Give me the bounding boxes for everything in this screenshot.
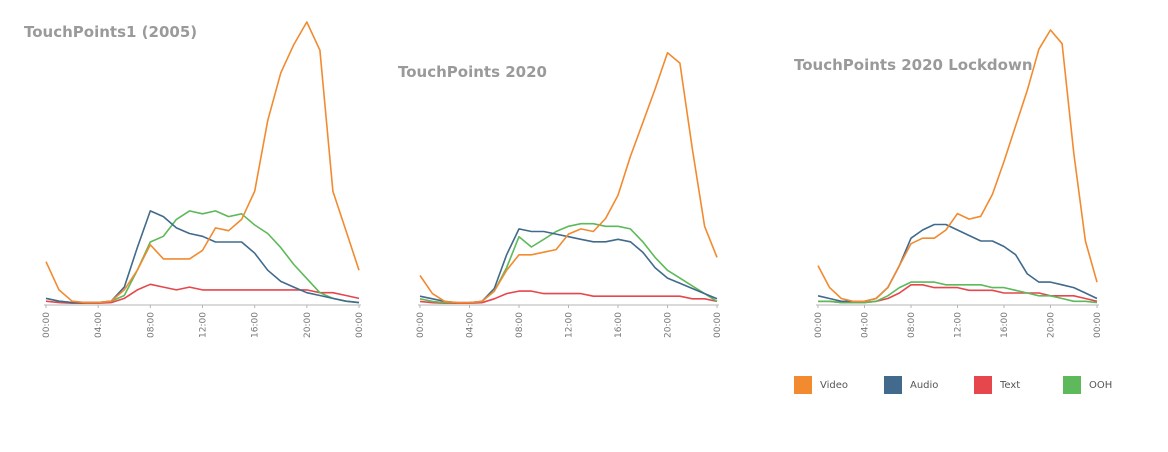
chart-title: TouchPoints1 (2005) <box>24 23 197 41</box>
x-tick-label: 00:00 <box>713 312 723 338</box>
x-tick-label: 12:00 <box>565 312 575 338</box>
legend-item-video: Video <box>794 376 848 394</box>
series-line-audio <box>817 223 1098 303</box>
x-tick-label: 04:00 <box>861 312 871 338</box>
legend-swatch <box>974 376 992 394</box>
x-tick-label: 00:00 <box>416 312 426 338</box>
series-line-text <box>419 290 718 305</box>
legend-swatch <box>1063 376 1081 394</box>
legend-item-text: Text <box>974 376 1020 394</box>
x-tick-label: 20:00 <box>303 312 313 338</box>
chart-title: TouchPoints 2020 <box>398 63 547 81</box>
x-tick-label: 04:00 <box>94 312 104 338</box>
legend-label: OOH <box>1089 379 1113 391</box>
x-tick-label: 08:00 <box>515 312 525 338</box>
x-tick-label: 16:00 <box>1000 312 1010 338</box>
legend-label: Video <box>820 379 849 391</box>
chart-2020: TouchPoints 2020 00:00 04:00 08:00 12:00 16:… <box>398 51 723 338</box>
series-line-video <box>45 21 360 304</box>
x-tick-label: 08:00 <box>146 312 156 338</box>
series-line-audio <box>45 210 360 304</box>
series-line-ooh <box>818 281 1098 304</box>
chart-2020-lockdown: TouchPoints 2020 Lockdown 00:00 04:00 08:0… <box>794 29 1103 338</box>
x-tick-label: 12:00 <box>954 312 964 338</box>
legend-label: Audio <box>910 379 939 391</box>
x-tick-label: 16:00 <box>614 312 624 338</box>
chart-title: TouchPoints 2020 Lockdown <box>794 56 1033 74</box>
x-tick-label: 20:00 <box>664 312 674 338</box>
x-tick-label: 12:00 <box>199 312 209 338</box>
x-tick-label: 04:00 <box>466 312 476 338</box>
x-tick-label: 20:00 <box>1047 312 1057 338</box>
series-line-text <box>818 283 1098 304</box>
series-line-audio <box>419 228 718 304</box>
series-line-video <box>419 51 718 304</box>
chart-2005: TouchPoints1 (2005) 00:00 04:00 08:00 12:00… <box>24 21 365 338</box>
x-tick-label: 08:00 <box>907 312 917 338</box>
legend-swatch <box>794 376 812 394</box>
legend-swatch <box>884 376 902 394</box>
x-tick-label: 00:00 <box>355 312 365 338</box>
legend-item-audio: Audio <box>884 376 938 394</box>
x-tick-label: 00:00 <box>42 312 52 338</box>
legend: Video Audio Text OOH <box>794 376 1134 400</box>
series-line-ooh <box>45 210 360 304</box>
legend-item-ooh: OOH <box>1063 376 1112 394</box>
x-tick-label: 16:00 <box>251 312 261 338</box>
series-line-ooh <box>419 222 718 304</box>
x-tick-label: 00:00 <box>814 312 824 338</box>
x-tick-label: 00:00 <box>1093 312 1103 338</box>
series-line-video <box>817 29 1098 303</box>
legend-label: Text <box>1000 379 1021 391</box>
